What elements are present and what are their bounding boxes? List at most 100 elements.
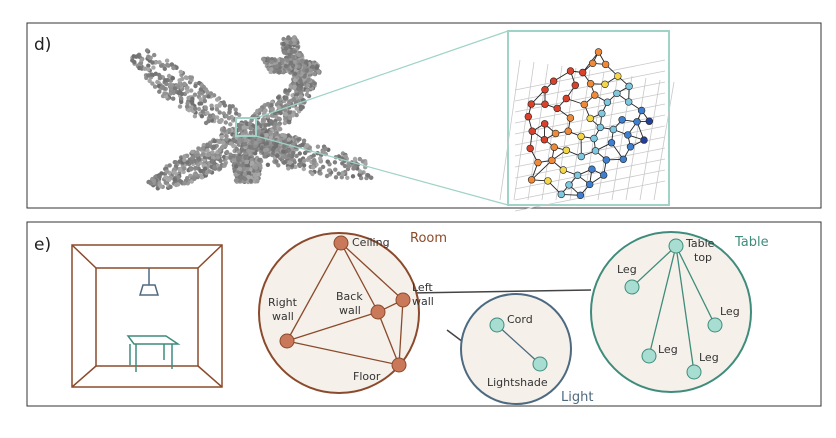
point [182,154,187,159]
point [217,139,222,145]
point [202,166,208,171]
point [339,175,344,180]
point [332,160,338,165]
mesh-node [557,190,565,199]
point [152,84,158,89]
mesh-node [577,152,585,161]
table-sketch [126,335,181,372]
point [248,126,253,131]
node-ceiling [333,235,349,251]
mesh-node [598,109,606,118]
mesh-node [573,171,582,180]
mesh-node [596,123,604,132]
point [172,177,177,182]
table-graph-nodes [624,238,723,380]
mesh-node [548,156,556,165]
point [288,40,293,45]
point [310,171,315,177]
point [164,169,169,174]
point [286,36,291,41]
point [182,181,187,186]
point [204,89,210,94]
point [276,116,282,122]
label-leg-d: Leg [699,351,719,364]
point [190,159,195,165]
point [170,76,175,81]
mesh-node [637,106,646,115]
point [304,92,310,97]
point [340,171,345,176]
point [274,64,279,69]
point [291,97,297,102]
point [342,163,348,169]
mesh-node [580,100,588,109]
point [264,141,270,146]
node-floor [391,357,407,373]
point [146,63,151,68]
point [162,91,167,96]
point [264,133,269,138]
point [205,142,210,147]
node-table-top [668,238,684,254]
point [200,146,206,151]
mesh-node [577,132,585,141]
point [164,58,170,63]
point [315,144,321,149]
point [195,153,200,158]
point [207,113,213,119]
point [148,181,153,186]
mesh-node [541,85,549,94]
point [228,141,234,146]
label-ceiling: Ceiling [352,236,390,249]
point [243,155,248,161]
mesh-node [625,82,633,91]
mesh-node [591,147,600,155]
point [227,127,232,133]
point [268,119,274,124]
point [275,153,280,158]
point [283,115,289,120]
point [284,95,289,101]
point [281,149,286,154]
point [287,110,292,115]
point [249,160,255,166]
point [269,67,274,72]
point [248,130,253,135]
mesh-node [613,89,621,98]
mesh-node [624,98,633,106]
label-leg-b: Leg [720,305,740,318]
label-table-top: top [694,251,712,264]
point [193,165,198,171]
label-table: Table [685,237,715,250]
point [363,161,368,166]
point [177,104,183,109]
grid-line [499,59,521,201]
point [246,174,251,180]
point [294,112,299,118]
point [237,166,243,172]
point [268,135,273,140]
table-graph-title: Table [734,235,769,250]
point [294,106,299,111]
grid-line [514,125,666,157]
point [198,97,203,102]
point [310,64,315,70]
point [178,69,183,75]
mesh-node [633,118,641,126]
point [301,138,307,143]
panel-e-frame [26,221,822,407]
point [147,78,152,84]
mesh-node [626,143,635,151]
point [261,57,266,62]
point [287,153,292,158]
point [325,159,330,164]
label-floor: Floor [353,370,381,383]
mesh-node [541,100,549,108]
mesh-node [618,116,626,124]
label-leg-a: Leg [617,263,637,276]
point [159,63,164,68]
point [268,131,273,136]
point [326,168,332,173]
point [270,147,276,152]
point [184,104,190,109]
